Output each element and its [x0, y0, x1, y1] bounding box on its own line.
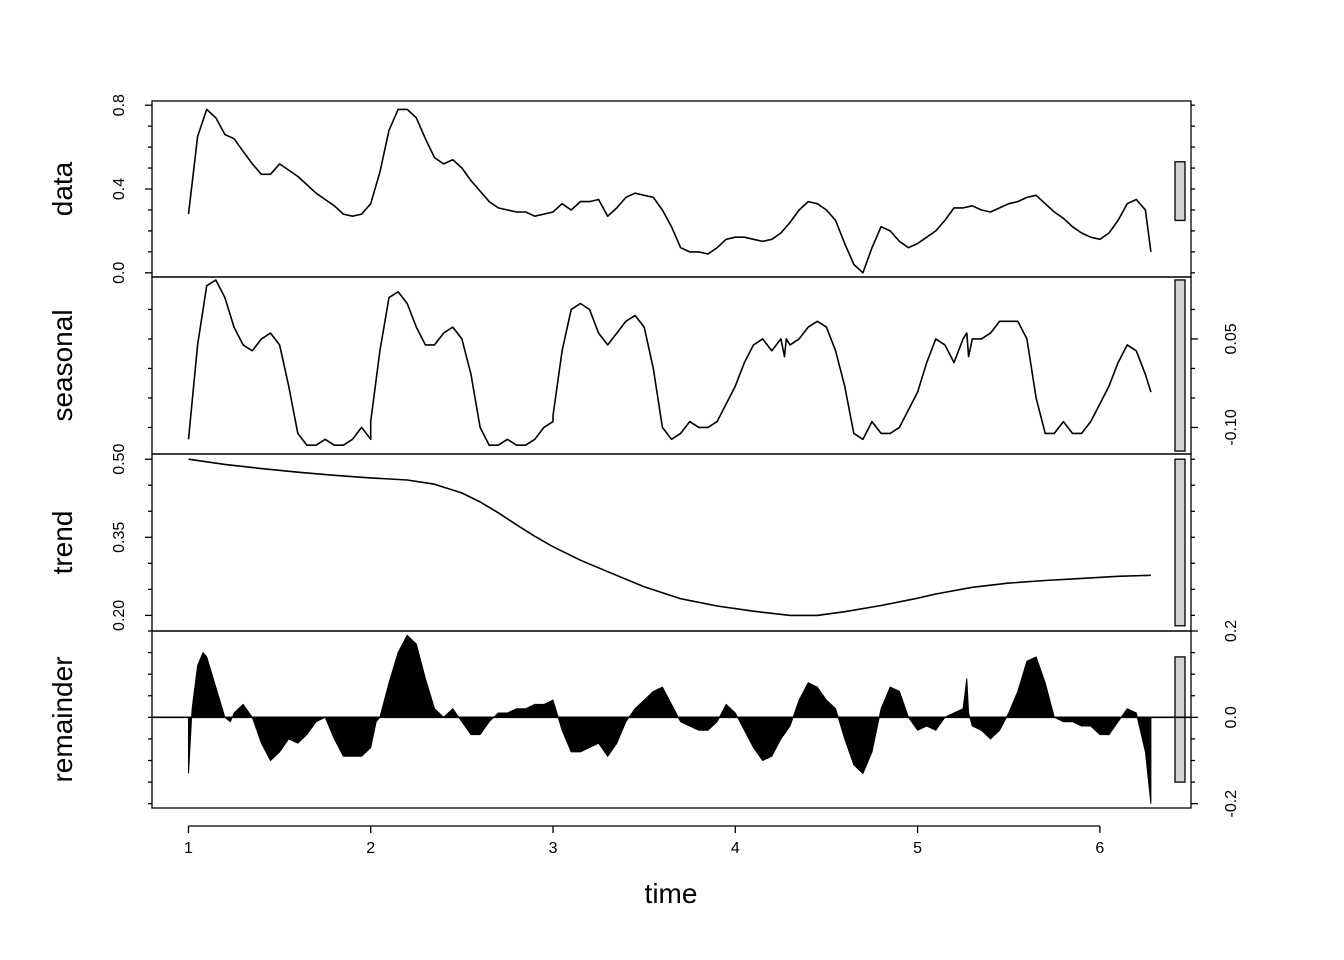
x-axis-tick-label: 3 [549, 840, 558, 857]
seasonal-axis-title: seasonal [47, 309, 78, 421]
trend-series-line [188, 458, 1151, 617]
seasonal-y-tick-label: -0.10 [1223, 409, 1240, 446]
data-series-line [187, 108, 1152, 274]
trend-y-tick-label: 0.20 [111, 600, 128, 631]
x-axis-tick-label: 6 [1095, 840, 1104, 857]
data-axis-title: data [47, 161, 78, 216]
remainder-y-tick-label: 0.2 [1223, 620, 1240, 642]
remainder-axis-title: remainder [47, 656, 78, 782]
data-y-tick-label: 0.0 [111, 262, 128, 284]
trend-scale-bar [1174, 458, 1186, 627]
seasonal-scale-bar [1174, 279, 1186, 452]
x-axis-tick-label: 5 [913, 840, 922, 857]
x-axis-tick-label: 2 [366, 840, 375, 857]
x-axis-tick-label: 1 [184, 840, 193, 857]
trend-y-tick-label: 0.35 [111, 522, 128, 553]
seasonal-y-tick-label: 0.05 [1223, 323, 1240, 354]
trend-axis-title: trend [47, 511, 78, 575]
data-panel-frame [151, 100, 1192, 278]
x-axis-tick-label: 4 [731, 840, 740, 857]
x-axis-title: time [645, 878, 698, 909]
data-y-tick-label: 0.4 [111, 178, 128, 200]
remainder-scale-bar [1174, 656, 1186, 783]
seasonal-panel-frame [151, 276, 1192, 455]
remainder-y-tick-label: 0.0 [1223, 706, 1240, 728]
trend-panel-frame [151, 453, 1192, 632]
trend-y-tick-label: 0.50 [111, 444, 128, 475]
remainder-panel-frame [151, 630, 1192, 809]
data-scale-bar [1174, 161, 1186, 222]
remainder-area [188, 634, 1152, 804]
remainder-y-tick-label: -0.2 [1223, 790, 1240, 818]
data-y-tick-label: 0.8 [111, 94, 128, 116]
seasonal-series-line [187, 279, 1152, 446]
